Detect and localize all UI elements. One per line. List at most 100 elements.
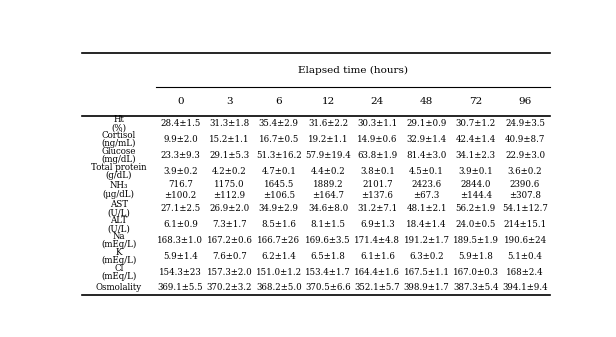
Text: 96: 96 <box>519 97 532 106</box>
Text: 157.3±2.0: 157.3±2.0 <box>207 268 253 277</box>
Text: 169.6±3.5: 169.6±3.5 <box>306 236 351 245</box>
Text: (U/L): (U/L) <box>107 224 130 233</box>
Text: 167.5±1.1: 167.5±1.1 <box>403 268 450 277</box>
Text: 57.9±19.4: 57.9±19.4 <box>305 151 351 160</box>
Text: 48.1±2.1: 48.1±2.1 <box>407 204 447 213</box>
Text: 370.5±6.6: 370.5±6.6 <box>306 283 351 292</box>
Text: Total protein: Total protein <box>91 163 147 172</box>
Text: NH₃: NH₃ <box>110 181 128 190</box>
Text: 4.5±0.1: 4.5±0.1 <box>409 167 444 176</box>
Text: 18.4±1.4: 18.4±1.4 <box>407 220 447 229</box>
Text: 54.1±12.7: 54.1±12.7 <box>502 204 548 213</box>
Text: 29.1±0.9: 29.1±0.9 <box>407 119 447 128</box>
Text: 34.6±8.0: 34.6±8.0 <box>308 204 348 213</box>
Text: 7.6±0.7: 7.6±0.7 <box>213 252 247 261</box>
Text: 2101.7
±137.6: 2101.7 ±137.6 <box>362 180 393 200</box>
Text: 24.9±3.5: 24.9±3.5 <box>505 119 545 128</box>
Text: 14.9±0.6: 14.9±0.6 <box>357 135 397 144</box>
Text: 166.7±26: 166.7±26 <box>257 236 301 245</box>
Text: 16.7±0.5: 16.7±0.5 <box>259 135 299 144</box>
Text: 6.9±1.3: 6.9±1.3 <box>360 220 395 229</box>
Text: 190.6±24: 190.6±24 <box>503 236 546 245</box>
Text: 167.0±0.3: 167.0±0.3 <box>453 268 499 277</box>
Text: (mEq/L): (mEq/L) <box>101 272 137 281</box>
Text: 15.2±1.1: 15.2±1.1 <box>209 135 250 144</box>
Text: Osmolality: Osmolality <box>95 283 142 292</box>
Text: 6.5±1.8: 6.5±1.8 <box>310 252 346 261</box>
Text: 167.2±0.6: 167.2±0.6 <box>207 236 253 245</box>
Text: 51.3±16.2: 51.3±16.2 <box>256 151 302 160</box>
Text: 191.2±1.7: 191.2±1.7 <box>403 236 450 245</box>
Text: 164.4±1.6: 164.4±1.6 <box>354 268 400 277</box>
Text: 3.9±0.1: 3.9±0.1 <box>458 167 493 176</box>
Text: 368.2±5.0: 368.2±5.0 <box>256 283 302 292</box>
Text: 171.4±4.8: 171.4±4.8 <box>354 236 400 245</box>
Text: ALT: ALT <box>110 216 128 225</box>
Text: 1645.5
±106.5: 1645.5 ±106.5 <box>263 180 295 200</box>
Text: 7.3±1.7: 7.3±1.7 <box>213 220 247 229</box>
Text: 370.2±3.2: 370.2±3.2 <box>207 283 253 292</box>
Text: 369.1±5.5: 369.1±5.5 <box>158 283 203 292</box>
Text: 40.9±8.7: 40.9±8.7 <box>505 135 545 144</box>
Text: 1889.2
±164.7: 1889.2 ±164.7 <box>312 180 344 200</box>
Text: 2844.0
±144.4: 2844.0 ±144.4 <box>460 180 492 200</box>
Text: Na: Na <box>113 232 125 241</box>
Text: 8.5±1.6: 8.5±1.6 <box>261 220 296 229</box>
Text: 3.6±0.2: 3.6±0.2 <box>508 167 542 176</box>
Text: 6: 6 <box>275 97 282 106</box>
Text: 30.7±1.2: 30.7±1.2 <box>456 119 496 128</box>
Text: 398.9±1.7: 398.9±1.7 <box>403 283 450 292</box>
Text: 12: 12 <box>322 97 334 106</box>
Text: 0: 0 <box>177 97 184 106</box>
Text: 387.3±5.4: 387.3±5.4 <box>453 283 498 292</box>
Text: 28.4±1.5: 28.4±1.5 <box>160 119 201 128</box>
Text: 24: 24 <box>371 97 384 106</box>
Text: 19.2±1.1: 19.2±1.1 <box>308 135 348 144</box>
Text: 5.9±1.4: 5.9±1.4 <box>163 252 198 261</box>
Text: (%): (%) <box>111 123 126 132</box>
Text: 29.1±5.3: 29.1±5.3 <box>209 151 249 160</box>
Text: 48: 48 <box>420 97 433 106</box>
Text: 26.9±2.0: 26.9±2.0 <box>209 204 249 213</box>
Text: 2423.6
±67.3: 2423.6 ±67.3 <box>411 180 442 200</box>
Text: 27.1±2.5: 27.1±2.5 <box>160 204 201 213</box>
Text: (g/dL): (g/dL) <box>105 171 132 180</box>
Text: Cl: Cl <box>114 264 123 273</box>
Text: (mEq/L): (mEq/L) <box>101 240 137 249</box>
Text: 34.1±2.3: 34.1±2.3 <box>456 151 496 160</box>
Text: 5.9±1.8: 5.9±1.8 <box>458 252 493 261</box>
Text: Cortisol: Cortisol <box>102 131 136 140</box>
Text: 3.9±0.2: 3.9±0.2 <box>163 167 198 176</box>
Text: 154.3±23: 154.3±23 <box>159 268 202 277</box>
Text: 3.8±0.1: 3.8±0.1 <box>360 167 395 176</box>
Text: 151.0±1.2: 151.0±1.2 <box>256 268 302 277</box>
Text: AST: AST <box>110 200 128 209</box>
Text: 31.3±1.8: 31.3±1.8 <box>209 119 249 128</box>
Text: 214±15.1: 214±15.1 <box>503 220 546 229</box>
Text: 23.3±9.3: 23.3±9.3 <box>161 151 200 160</box>
Text: 81.4±3.0: 81.4±3.0 <box>407 151 447 160</box>
Text: 5.1±0.4: 5.1±0.4 <box>508 252 543 261</box>
Text: 35.4±2.9: 35.4±2.9 <box>259 119 299 128</box>
Text: 2390.6
±307.8: 2390.6 ±307.8 <box>509 180 541 200</box>
Text: (μg/dL): (μg/dL) <box>103 190 135 199</box>
Text: 168±2.4: 168±2.4 <box>506 268 544 277</box>
Text: 716.7
±100.2: 716.7 ±100.2 <box>164 180 197 200</box>
Text: 8.1±1.5: 8.1±1.5 <box>310 220 346 229</box>
Text: 32.9±1.4: 32.9±1.4 <box>407 135 447 144</box>
Text: 22.9±3.0: 22.9±3.0 <box>505 151 545 160</box>
Text: (U/L): (U/L) <box>107 208 130 217</box>
Text: 6.3±0.2: 6.3±0.2 <box>409 252 444 261</box>
Text: 63.8±1.9: 63.8±1.9 <box>357 151 397 160</box>
Text: 34.9±2.9: 34.9±2.9 <box>259 204 299 213</box>
Text: 3: 3 <box>226 97 233 106</box>
Text: (ng/mL): (ng/mL) <box>102 139 136 148</box>
Text: 189.5±1.9: 189.5±1.9 <box>453 236 499 245</box>
Text: 4.4±0.2: 4.4±0.2 <box>310 167 346 176</box>
Text: 6.1±0.9: 6.1±0.9 <box>163 220 198 229</box>
Text: Ht: Ht <box>113 115 124 124</box>
Text: 1175.0
±112.9: 1175.0 ±112.9 <box>214 180 246 200</box>
Text: 9.9±2.0: 9.9±2.0 <box>163 135 198 144</box>
Text: 31.6±2.2: 31.6±2.2 <box>308 119 348 128</box>
Text: 30.3±1.1: 30.3±1.1 <box>357 119 397 128</box>
